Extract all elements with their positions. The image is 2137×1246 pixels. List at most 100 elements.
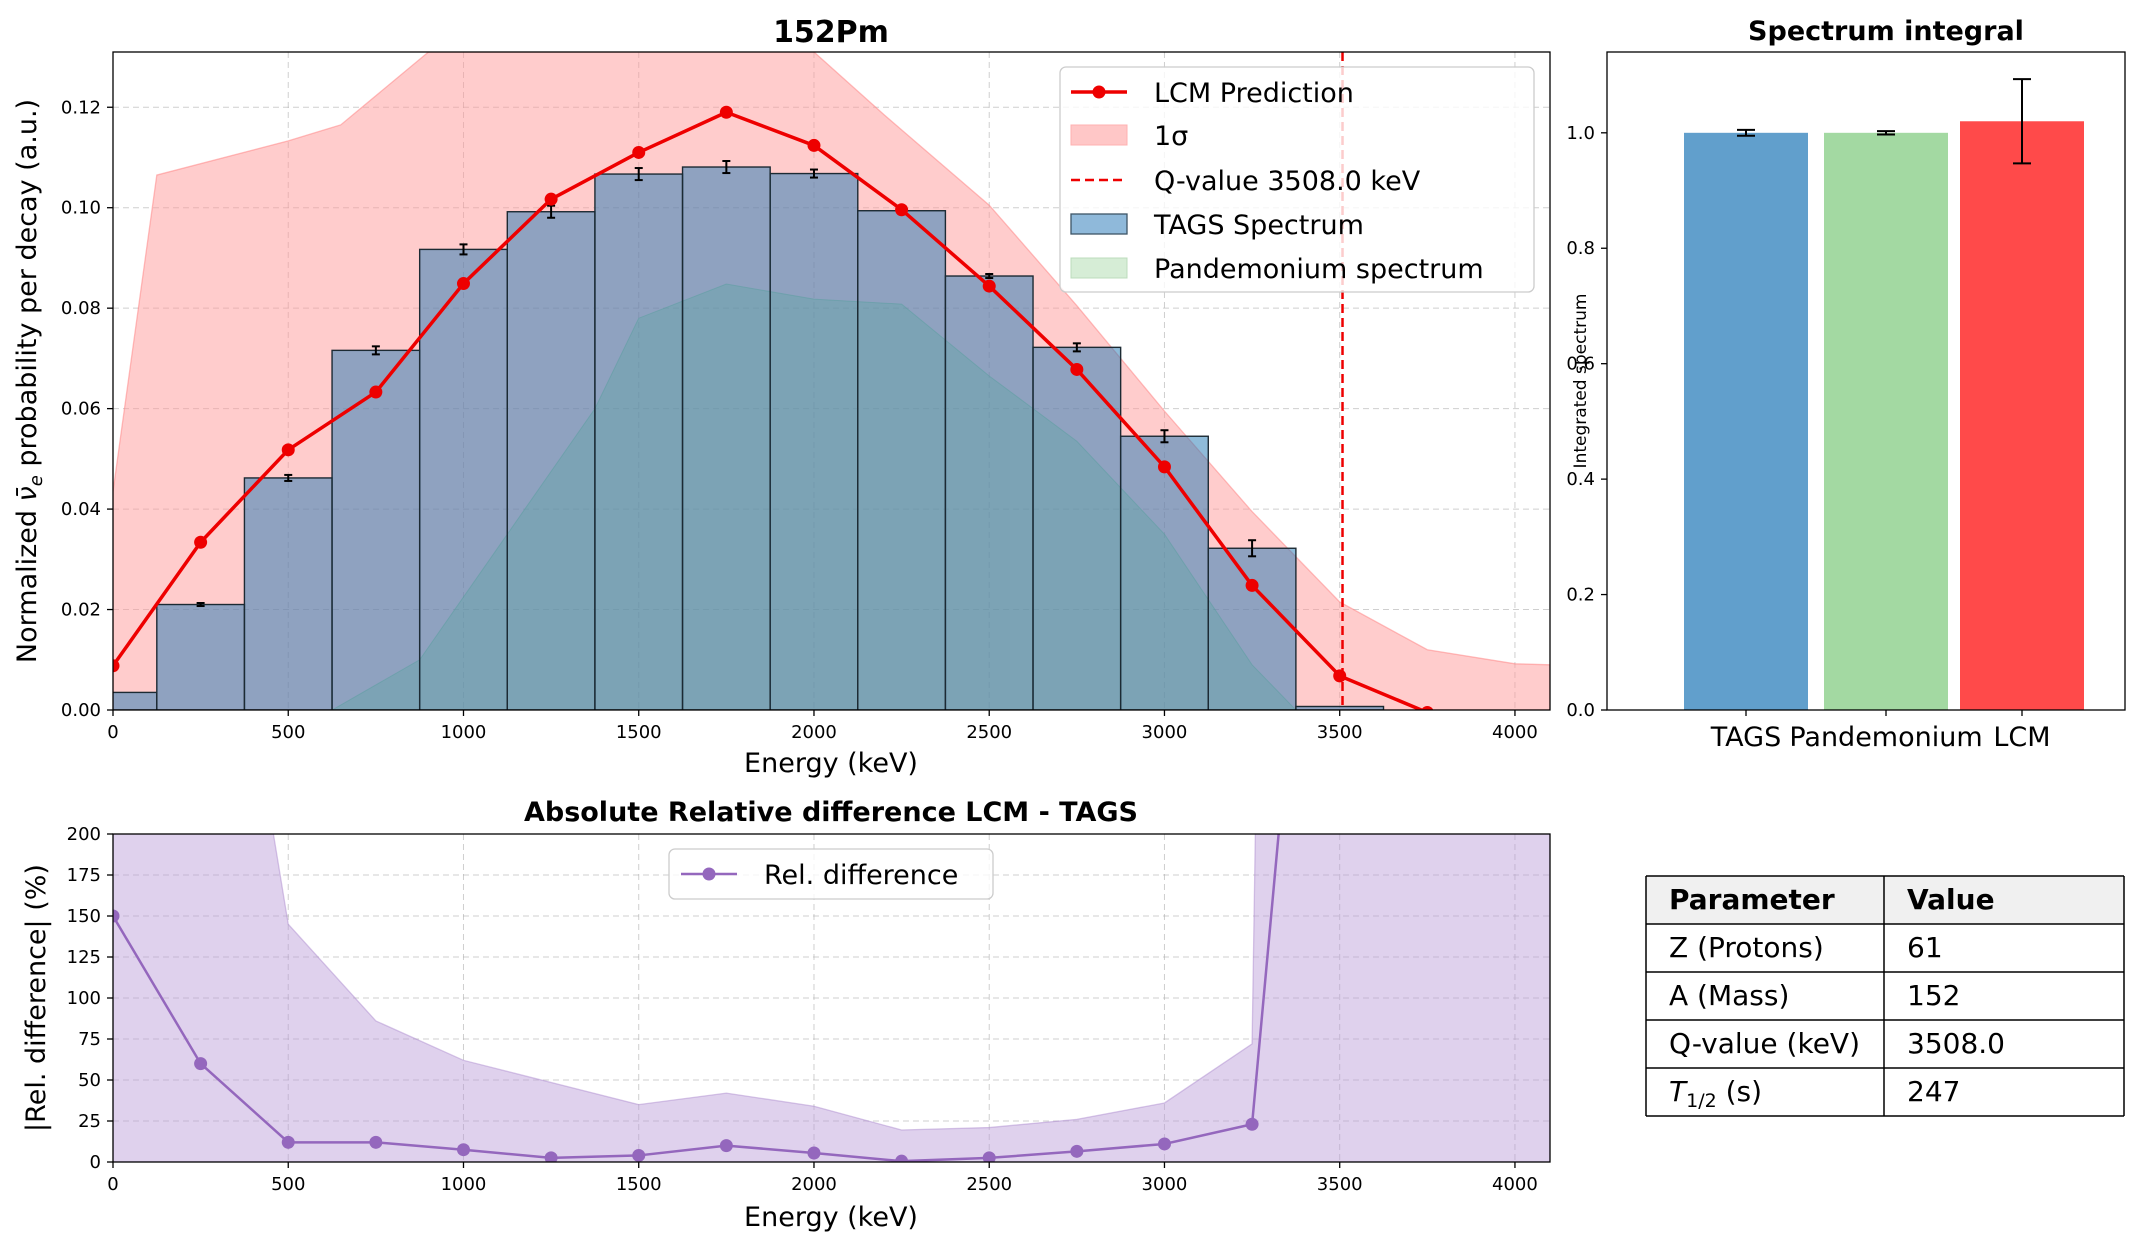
main-xtick-label: 3500 — [1317, 722, 1363, 743]
reldiff-ytick-label: 125 — [67, 947, 101, 968]
legend-tags-swatch — [1070, 213, 1128, 235]
reldiff-xticks: 0 500 1000 1500 2000 2500 3000 3500 4000 — [107, 1162, 1538, 1195]
reldiff-ytick-label: 100 — [67, 988, 101, 1009]
reldiff-point — [369, 1135, 383, 1149]
parameter-table: Parameter Value Z (Protons) 61 A (Mass) … — [1645, 875, 2125, 1117]
tags-bar — [769, 172, 859, 710]
main-xtick-label: 0 — [107, 722, 118, 743]
reldiff-point — [456, 1143, 470, 1157]
reldiff-point — [281, 1135, 295, 1149]
reldiff-ytick-label: 75 — [78, 1029, 101, 1050]
main-ytick-label: 0.06 — [61, 399, 101, 420]
reldiff-xtick-label: 3000 — [1142, 1174, 1188, 1195]
reldiff-point — [544, 1151, 558, 1162]
legend-qvalue-label: Q-value 3508.0 keV — [1154, 166, 1421, 197]
lcm-point — [895, 203, 909, 217]
tags-bar — [681, 166, 771, 710]
reldiff-point — [719, 1139, 733, 1153]
integral-xtick-label: Pandemonium — [1789, 722, 1982, 753]
reldiff-band-layer — [113, 834, 1550, 1162]
main-ytick-label: 0.04 — [61, 499, 101, 520]
integral-chart: 0.0 0.2 0.4 0.6 0.8 1.0 TAGS Pandemonium LCM Sp… — [1566, 16, 2126, 753]
reldiff-ytick-label: 0 — [90, 1152, 101, 1173]
reldiff-xtick-label: 2000 — [791, 1174, 837, 1195]
reldiff-xtick-label: 2500 — [966, 1174, 1012, 1195]
reldiff-xtick-label: 1000 — [441, 1174, 487, 1195]
main-title: 152Pm — [773, 15, 889, 50]
main-yticks: 0.00 0.02 0.04 0.06 0.08 0.10 0.12 — [61, 97, 113, 721]
tags-bar — [156, 603, 246, 710]
integral-xticks: TAGS Pandemonium LCM — [1710, 710, 2051, 753]
table-header-value: Value — [1907, 883, 1995, 916]
main-ytick-label: 0.00 — [61, 700, 101, 721]
legend-tags-label: TAGS Spectrum — [1153, 210, 1364, 241]
reldiff-yticks: 0 25 50 75 100 125 150 175 200 — [67, 824, 113, 1173]
reldiff-legend: Rel. difference — [668, 848, 994, 900]
integral-yticks: 0.0 0.2 0.4 0.6 0.8 1.0 — [1566, 123, 1607, 721]
lcm-point — [632, 145, 646, 159]
integral-ytick-label: 0.0 — [1566, 700, 1595, 721]
table-header-parameter: Parameter — [1669, 883, 1835, 916]
integral-ytick-label: 0.4 — [1566, 469, 1595, 490]
main-ytick-label: 0.08 — [61, 298, 101, 319]
reldiff-ytick-label: 175 — [67, 865, 101, 886]
main-spectrum-chart: 0 500 1000 1500 2000 2500 3000 3500 4000 0.000.0… — [12, 15, 1551, 779]
tags-bar — [1207, 547, 1297, 710]
legend-reldiff-marker — [702, 867, 716, 881]
main-xtick-label: 4000 — [1492, 722, 1538, 743]
tags-bars-layer — [113, 166, 1385, 710]
main-xtick-label: 2500 — [966, 722, 1012, 743]
reldiff-xtick-label: 500 — [271, 1174, 305, 1195]
main-legend: LCM Prediction 1σ Q-value 3508.0 keV TAG… — [1059, 66, 1535, 293]
lcm-point — [1421, 706, 1434, 710]
reldiff-ylabel: |Rel. difference| (%) — [21, 864, 52, 1132]
integral-ytick-label: 0.8 — [1566, 238, 1595, 259]
legend-pandemonium-label: Pandemonium spectrum — [1154, 254, 1484, 285]
lcm-point — [1333, 669, 1347, 683]
lcm-point — [982, 279, 996, 293]
tags-bar — [331, 349, 421, 710]
tags-bar — [857, 210, 947, 710]
lcm-point — [544, 192, 558, 206]
integral-ytick-label: 0.6 — [1566, 354, 1595, 375]
lcm-point — [1070, 362, 1084, 376]
legend-reldiff-label: Rel. difference — [764, 860, 958, 891]
integral-bar — [1960, 121, 2084, 710]
integral-ytick-label: 1.0 — [1566, 123, 1595, 144]
table-cell-halflife-value: 247 — [1907, 1075, 1960, 1108]
table-cell-q-label: Q-value (keV) — [1669, 1027, 1860, 1060]
reldiff-line-layer — [113, 834, 1280, 1162]
reldiff-xtick-label: 1500 — [616, 1174, 662, 1195]
table-cell-z-label: Z (Protons) — [1669, 931, 1824, 964]
lcm-point — [719, 105, 733, 119]
table-cell-q-value: 3508.0 — [1907, 1027, 2005, 1060]
main-xtick-label: 1000 — [441, 722, 487, 743]
tags-bar — [1119, 435, 1209, 710]
integral-bars-layer — [1684, 78, 2084, 711]
table-cell-z-value: 61 — [1907, 931, 1943, 964]
reldiff-ytick-label: 200 — [67, 824, 101, 845]
reldiff-point — [895, 1154, 909, 1162]
tags-bar — [243, 477, 333, 710]
legend-sigma-swatch — [1070, 124, 1128, 146]
reldiff-ytick-label: 50 — [78, 1070, 101, 1091]
legend-lcm-marker — [1092, 85, 1106, 99]
reldiff-point — [1245, 1117, 1259, 1131]
main-xticks: 0 500 1000 1500 2000 2500 3000 3500 4000 — [107, 710, 1538, 743]
reldiff-ytick-label: 150 — [67, 906, 101, 927]
reldiff-legend-box — [668, 848, 994, 900]
reldiff-point — [1157, 1137, 1171, 1151]
reldiff-point — [113, 909, 120, 923]
lcm-point — [281, 443, 295, 457]
main-axes-frame — [112, 51, 1551, 711]
lcm-point — [1245, 578, 1259, 592]
reldiff-xtick-label: 4000 — [1492, 1174, 1538, 1195]
table-cell-halflife-label: T1/2 (s) — [1669, 1075, 1762, 1112]
main-xtick-label: 1500 — [616, 722, 662, 743]
lcm-point — [1157, 460, 1171, 474]
lcm-point — [369, 385, 383, 399]
lcm-point — [807, 138, 821, 152]
integral-title: Spectrum integral — [1748, 16, 2024, 47]
table-cell-a-value: 152 — [1907, 979, 1960, 1012]
